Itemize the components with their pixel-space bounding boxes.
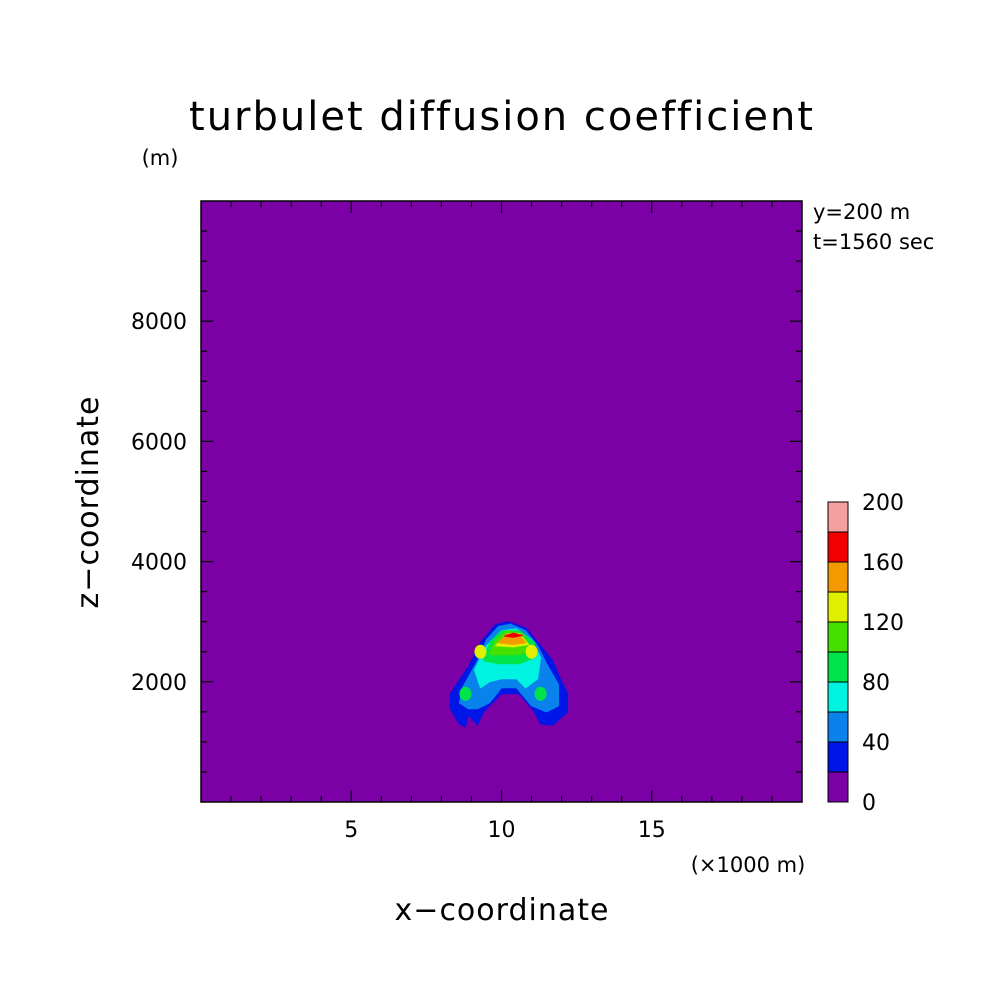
y-axis-label: z−coordinate <box>71 396 106 609</box>
colorbar-swatch <box>827 681 849 713</box>
local-maximum-spot <box>459 686 472 701</box>
x-tick-label: 15 <box>638 818 666 843</box>
x-axis-label: x−coordinate <box>395 893 610 928</box>
colorbar-swatch <box>827 741 849 773</box>
colorbar-swatch <box>827 651 849 683</box>
colorbar-swatch <box>827 771 849 803</box>
axis-ticks: 5 10 15 2000 4000 6000 8000 <box>131 201 802 843</box>
y-tick-label: 6000 <box>131 430 187 455</box>
y-axis-unit: (m) <box>142 146 179 170</box>
colorbar: 0 40 80 120 160 200 <box>827 491 904 816</box>
colorbar-swatch <box>827 621 849 653</box>
colorbar-label: 200 <box>862 491 904 516</box>
colorbar-label: 0 <box>862 791 876 816</box>
colorbar-label: 160 <box>862 551 904 576</box>
annotation-time: t=1560 sec <box>813 230 934 254</box>
annotation-y-location: y=200 m <box>813 200 910 224</box>
x-tick-label: 10 <box>488 818 516 843</box>
y-tick-label: 8000 <box>131 310 187 335</box>
local-maximum-spot <box>534 686 547 701</box>
colorbar-swatch <box>827 561 849 593</box>
contour-region-160 <box>504 632 523 638</box>
colorbar-swatch <box>827 531 849 563</box>
colorbar-swatch <box>827 591 849 623</box>
x-axis-unit: (×1000 m) <box>691 853 806 877</box>
x-tick-label: 5 <box>344 818 358 843</box>
colorbar-label: 80 <box>862 671 890 696</box>
plot-area <box>200 200 803 803</box>
local-maximum-spot <box>525 644 538 659</box>
colorbar-label: 40 <box>862 731 890 756</box>
colorbar-swatch <box>827 501 849 533</box>
local-maximum-spot <box>474 644 487 659</box>
field-background <box>201 201 802 802</box>
colorbar-swatch <box>827 711 849 743</box>
colorbar-label: 120 <box>862 611 904 636</box>
y-tick-label: 4000 <box>131 551 187 576</box>
chart-title: turbulet diffusion coefficient <box>189 94 815 140</box>
y-tick-label: 2000 <box>131 671 187 696</box>
